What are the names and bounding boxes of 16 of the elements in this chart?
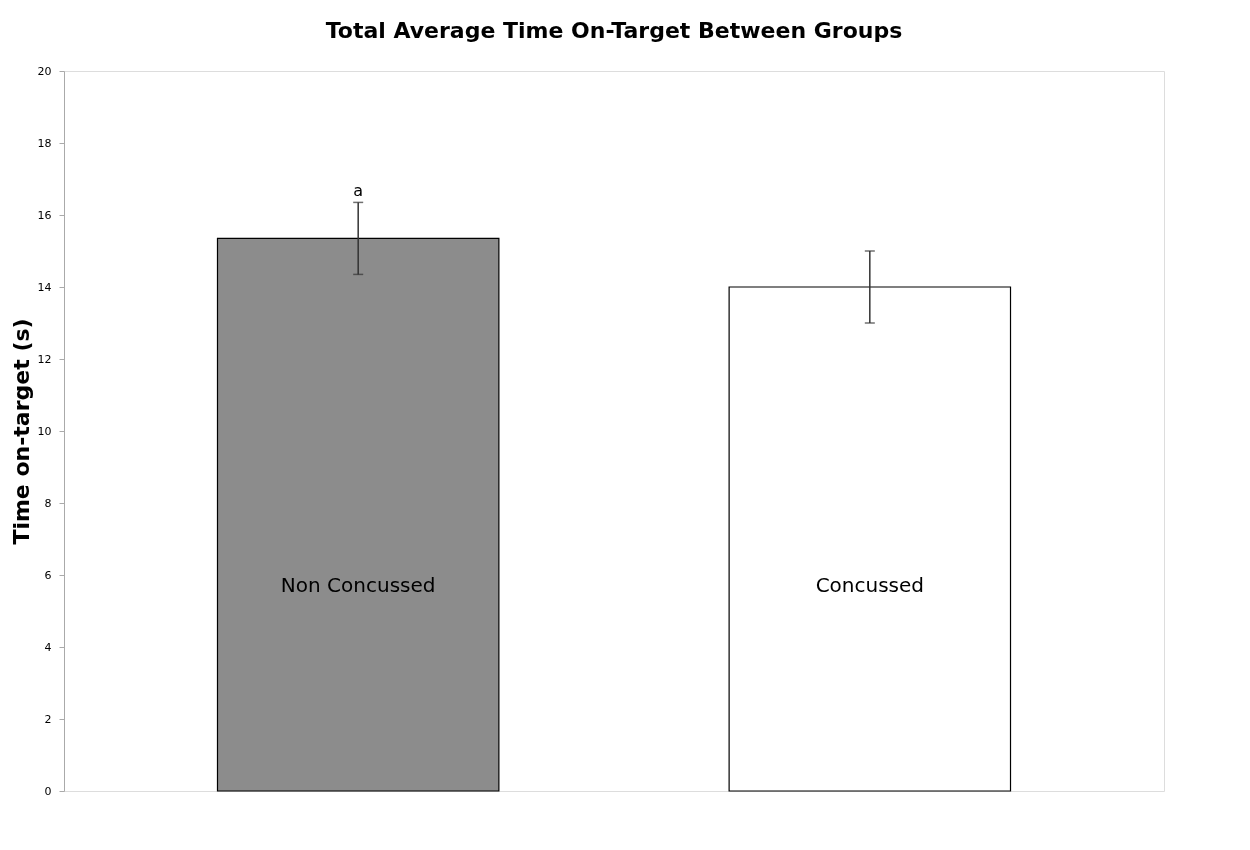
chart-title: Total Average Time On-Target Between Groups bbox=[325, 18, 903, 43]
y-tick-label: 12 bbox=[37, 352, 52, 366]
y-tick-label: 2 bbox=[44, 712, 52, 726]
y-tick-label: 20 bbox=[37, 64, 52, 78]
y-tick-label: 8 bbox=[44, 496, 52, 510]
annotation: a bbox=[353, 181, 364, 200]
y-tick-label: 18 bbox=[37, 136, 52, 150]
x-tick-label: Concussed bbox=[815, 573, 925, 597]
y-tick-label: 10 bbox=[37, 424, 52, 438]
y-axis-title: Time on-target (s) bbox=[8, 318, 34, 545]
y-tick-label: 4 bbox=[44, 640, 52, 654]
x-tick-label: Non Concussed bbox=[280, 573, 436, 597]
y-tick-label: 16 bbox=[37, 208, 52, 222]
y-tick-label: 6 bbox=[44, 568, 52, 582]
y-tick-label: 0 bbox=[44, 784, 52, 798]
y-tick-label: 14 bbox=[37, 280, 52, 294]
